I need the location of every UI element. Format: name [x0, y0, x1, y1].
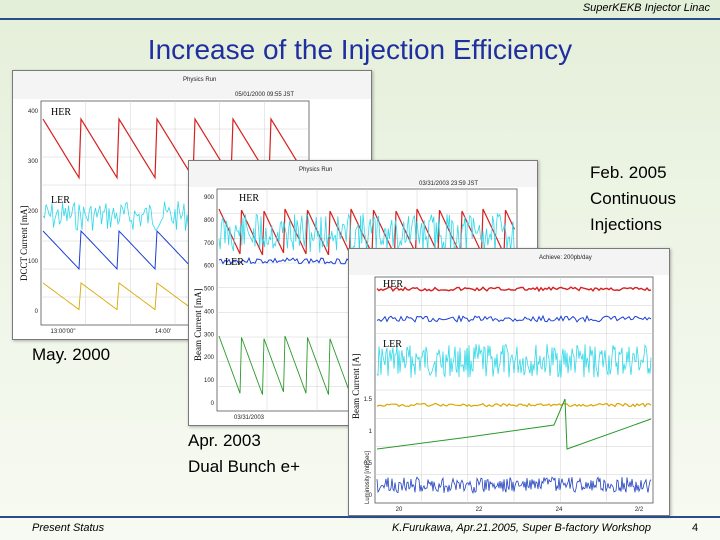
tick-label: 0 — [211, 401, 215, 407]
plot-feb-2005: Achieve: 200pb/day HER LER Beam Current … — [348, 248, 670, 516]
tick-label: 100 — [28, 259, 39, 265]
plot-info-bar — [189, 161, 537, 187]
plot-info-bar — [349, 249, 669, 275]
plot-y-axis-label: Beam Current [A] — [351, 354, 361, 419]
caption-line: Injections — [590, 215, 662, 234]
ler-label: LER — [51, 195, 70, 206]
luminosity-trace — [376, 402, 652, 408]
tick-label: 1 — [369, 429, 373, 435]
tick-label: 13:00'00" — [51, 329, 76, 335]
tick-label: 900 — [204, 195, 215, 201]
x-tick-labels: 20 22 24 2/2 — [396, 507, 644, 513]
plot-run-label: Physics Run — [299, 167, 332, 173]
ler-label: LER — [383, 339, 402, 350]
caption-feb-2005: Feb. 2005 Continuous Injections — [590, 160, 676, 238]
tick-label: 0 — [369, 493, 373, 499]
caption-may-2000: May. 2000 — [32, 342, 110, 368]
tick-label: 22 — [476, 507, 483, 513]
plot-y-axis-label: Beam Current [mA] — [193, 289, 203, 361]
her-current-trace — [376, 286, 652, 293]
specific-luminosity-trace — [376, 476, 652, 495]
plot-grid — [375, 277, 653, 503]
integrated-luminosity-trace — [376, 398, 652, 450]
footer-rule — [0, 516, 720, 518]
plot-run-label: Achieve: 200pb/day — [539, 255, 592, 261]
plot-run-label: Physics Run — [183, 77, 216, 83]
header-rule — [0, 18, 720, 20]
tick-label: 0.5 — [364, 461, 373, 467]
header-label: SuperKEKB Injector Linac — [582, 2, 710, 14]
tick-label: 200 — [28, 209, 39, 215]
tick-label: 500 — [204, 287, 215, 293]
tick-label: 300 — [28, 159, 39, 165]
plot-feb-2005-graphic: Achieve: 200pb/day HER LER Beam Current … — [349, 249, 669, 513]
plot-info-bar — [13, 71, 371, 99]
footer-left-label: Present Status — [32, 522, 105, 534]
tick-label: 200 — [204, 355, 215, 361]
her-label: HER — [239, 193, 259, 204]
her-label: HER — [51, 107, 71, 118]
tick-label: 20 — [396, 507, 403, 513]
plot-y2-axis-label: Luminosity [/nb/sec] — [365, 451, 371, 504]
page-number: 4 — [692, 522, 699, 534]
plot-timestamp: 03/31/2003 23:59 JST — [419, 181, 478, 187]
tick-label: 14:00' — [155, 329, 171, 335]
footer-credit: K.Furukawa, Apr.21.2005, Super B-factory… — [392, 522, 652, 534]
y-tick-labels: 400 300 200 100 0 — [28, 109, 39, 315]
caption-apr-2003: Apr. 2003 Dual Bunch e+ — [188, 428, 300, 480]
plot-timestamp: 05/01/2000 09:55 JST — [235, 92, 294, 98]
plot-y-axis-label: DCCT Current [mA] — [19, 206, 29, 281]
caption-line: Apr. 2003 — [188, 431, 261, 450]
tick-label: 800 — [204, 218, 215, 224]
slide-title: Increase of the Injection Efficiency — [147, 34, 573, 65]
caption-line: May. 2000 — [32, 345, 111, 364]
caption-line: Continuous — [590, 189, 677, 208]
her-label: HER — [383, 279, 403, 290]
caption-line: Feb. 2005 — [590, 163, 667, 182]
y-tick-labels: 1.5 1 0.5 0 — [364, 397, 373, 499]
ler-current-trace — [376, 314, 652, 323]
tick-label: 100 — [204, 378, 215, 384]
tick-label: 300 — [204, 332, 215, 338]
tick-label: 24 — [556, 507, 563, 513]
tick-label: 03/31/2003 — [234, 415, 265, 421]
lifetime-trace — [376, 343, 652, 378]
tick-label: 400 — [204, 309, 215, 315]
y-tick-labels: 900 800 700 600 500 400 300 200 100 0 — [204, 195, 215, 407]
ler-label: LER — [225, 257, 244, 268]
tick-label: 400 — [28, 109, 39, 115]
tick-label: 0 — [35, 309, 39, 315]
caption-line: Dual Bunch e+ — [188, 457, 300, 476]
tick-label: 600 — [204, 264, 215, 270]
tick-label: 2/2 — [635, 507, 644, 513]
tick-label: 1.5 — [364, 397, 373, 403]
tick-label: 700 — [204, 241, 215, 247]
